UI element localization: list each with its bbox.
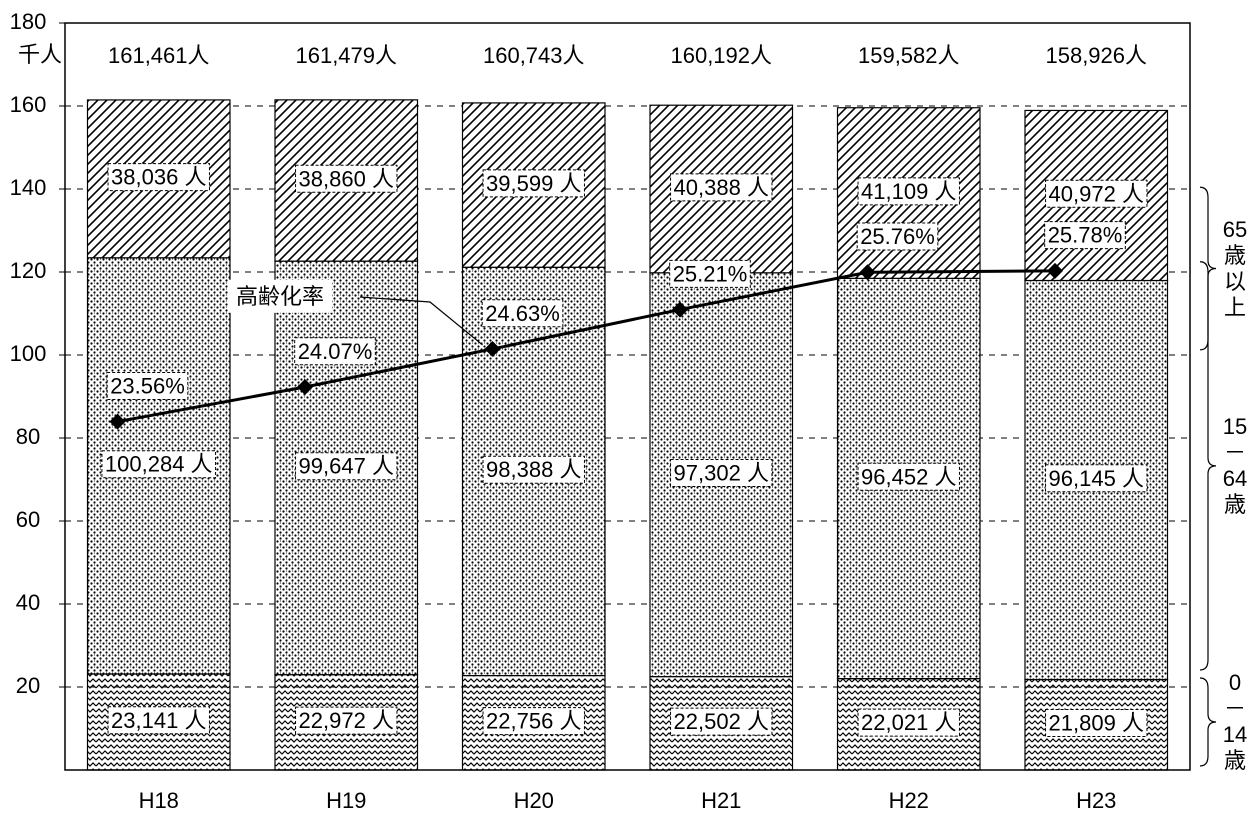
- segment-label-box: [295, 164, 398, 193]
- segment-label: 22,972 人: [299, 708, 394, 733]
- legend-bracket: [1199, 261, 1217, 671]
- callout-box: [227, 279, 333, 313]
- segment-label: 39,599 人: [486, 171, 581, 196]
- segment-label: 21,809 人: [1049, 711, 1144, 736]
- x-tick-label: H23: [1076, 788, 1116, 813]
- segment-label-box: [857, 708, 960, 737]
- line-label-box: [669, 259, 751, 288]
- segment-label: 41,109 人: [861, 179, 956, 204]
- legend-bracket: [1199, 186, 1217, 351]
- line-label: 25.78%: [1048, 223, 1123, 248]
- segment-label-box: [482, 707, 585, 736]
- legend-bracket: [1199, 677, 1217, 767]
- line: [117, 269, 1056, 424]
- line-marker: [1047, 262, 1063, 279]
- segment-label: 96,145 人: [1049, 466, 1144, 491]
- legend-label: 0－14歳: [1222, 669, 1248, 773]
- line-label-box: [481, 299, 564, 328]
- line-marker: [859, 264, 876, 281]
- segment-label-box: [670, 707, 773, 736]
- segment-label: 96,452 人: [861, 464, 956, 489]
- line-marker: [672, 301, 688, 318]
- line-label: 25.21%: [673, 261, 748, 286]
- segment-label-box: [295, 706, 398, 735]
- segment-label-box: [1045, 179, 1148, 208]
- total-label: 161,479人: [295, 43, 397, 68]
- segment-label-box: [857, 462, 960, 491]
- segment-label: 23,141 人: [111, 708, 206, 733]
- segment-label-box: [670, 173, 773, 202]
- segment-label-box: [107, 706, 210, 735]
- segment-label: 22,502 人: [674, 709, 769, 734]
- segment-label-box: [1045, 709, 1148, 738]
- line-label: 25.76%: [860, 224, 935, 249]
- segment-label: 98,388 人: [486, 457, 581, 482]
- legend-label: 65歳以上: [1222, 216, 1248, 320]
- plot-frame: [64, 22, 1191, 771]
- segment-label-box: [482, 455, 585, 484]
- segment-label-box: [482, 169, 585, 198]
- line-marker: [109, 413, 126, 430]
- segment-label-box: [670, 459, 773, 488]
- y-tick-label: 80: [16, 424, 40, 449]
- total-label: 158,926人: [1045, 43, 1147, 68]
- line-label: 23.56%: [110, 373, 185, 398]
- line-label: 24.07%: [298, 339, 373, 364]
- segment-label-box: [107, 163, 210, 192]
- segment-label: 40,388 人: [674, 175, 769, 200]
- y-tick-label: 40: [16, 590, 40, 615]
- segment-label-box: [857, 177, 960, 206]
- line-label: 24.63%: [485, 301, 560, 326]
- y-tick-label: 20: [16, 673, 40, 698]
- y-tick-label: 180: [10, 9, 47, 34]
- callout-line: [359, 296, 483, 346]
- x-tick-label: H18: [139, 788, 179, 813]
- y-unit-label: 千人: [18, 42, 62, 67]
- line-marker: [297, 378, 313, 395]
- segment-label: 97,302 人: [674, 461, 769, 486]
- line-label-box: [1044, 221, 1126, 250]
- segment-label: 38,036 人: [111, 165, 206, 190]
- x-tick-label: H22: [889, 788, 929, 813]
- y-tick-label: 100: [10, 341, 47, 366]
- segment-label: 99,647 人: [299, 454, 394, 479]
- total-label: 159,582人: [858, 43, 960, 68]
- series-name: 高齢化率: [236, 284, 324, 309]
- x-tick-label: H20: [514, 788, 554, 813]
- y-tick-label: 120: [10, 258, 47, 283]
- y-tick-label: 160: [10, 92, 47, 117]
- line-label-box: [856, 222, 939, 251]
- segment-label: 22,756 人: [486, 709, 581, 734]
- segment-label: 38,860 人: [299, 166, 394, 191]
- x-tick-label: H21: [701, 788, 741, 813]
- segment-label-box: [295, 452, 398, 481]
- segment-label: 40,972 人: [1049, 181, 1144, 206]
- x-tick-label: H19: [326, 788, 366, 813]
- segment-label: 22,021 人: [861, 710, 956, 735]
- y-tick-label: 60: [16, 507, 40, 532]
- total-label: 160,192人: [670, 43, 772, 68]
- line-marker: [484, 340, 501, 357]
- segment-label-box: [101, 450, 217, 479]
- line-label-box: [106, 371, 189, 400]
- segment-label: 100,284 人: [105, 452, 213, 477]
- y-tick-label: 140: [10, 175, 47, 200]
- total-label: 161,461人: [108, 43, 210, 68]
- line-label-box: [294, 337, 376, 366]
- total-label: 160,743人: [483, 43, 585, 68]
- segment-label-box: [1045, 464, 1148, 493]
- legend-label: 15－64歳: [1222, 413, 1248, 517]
